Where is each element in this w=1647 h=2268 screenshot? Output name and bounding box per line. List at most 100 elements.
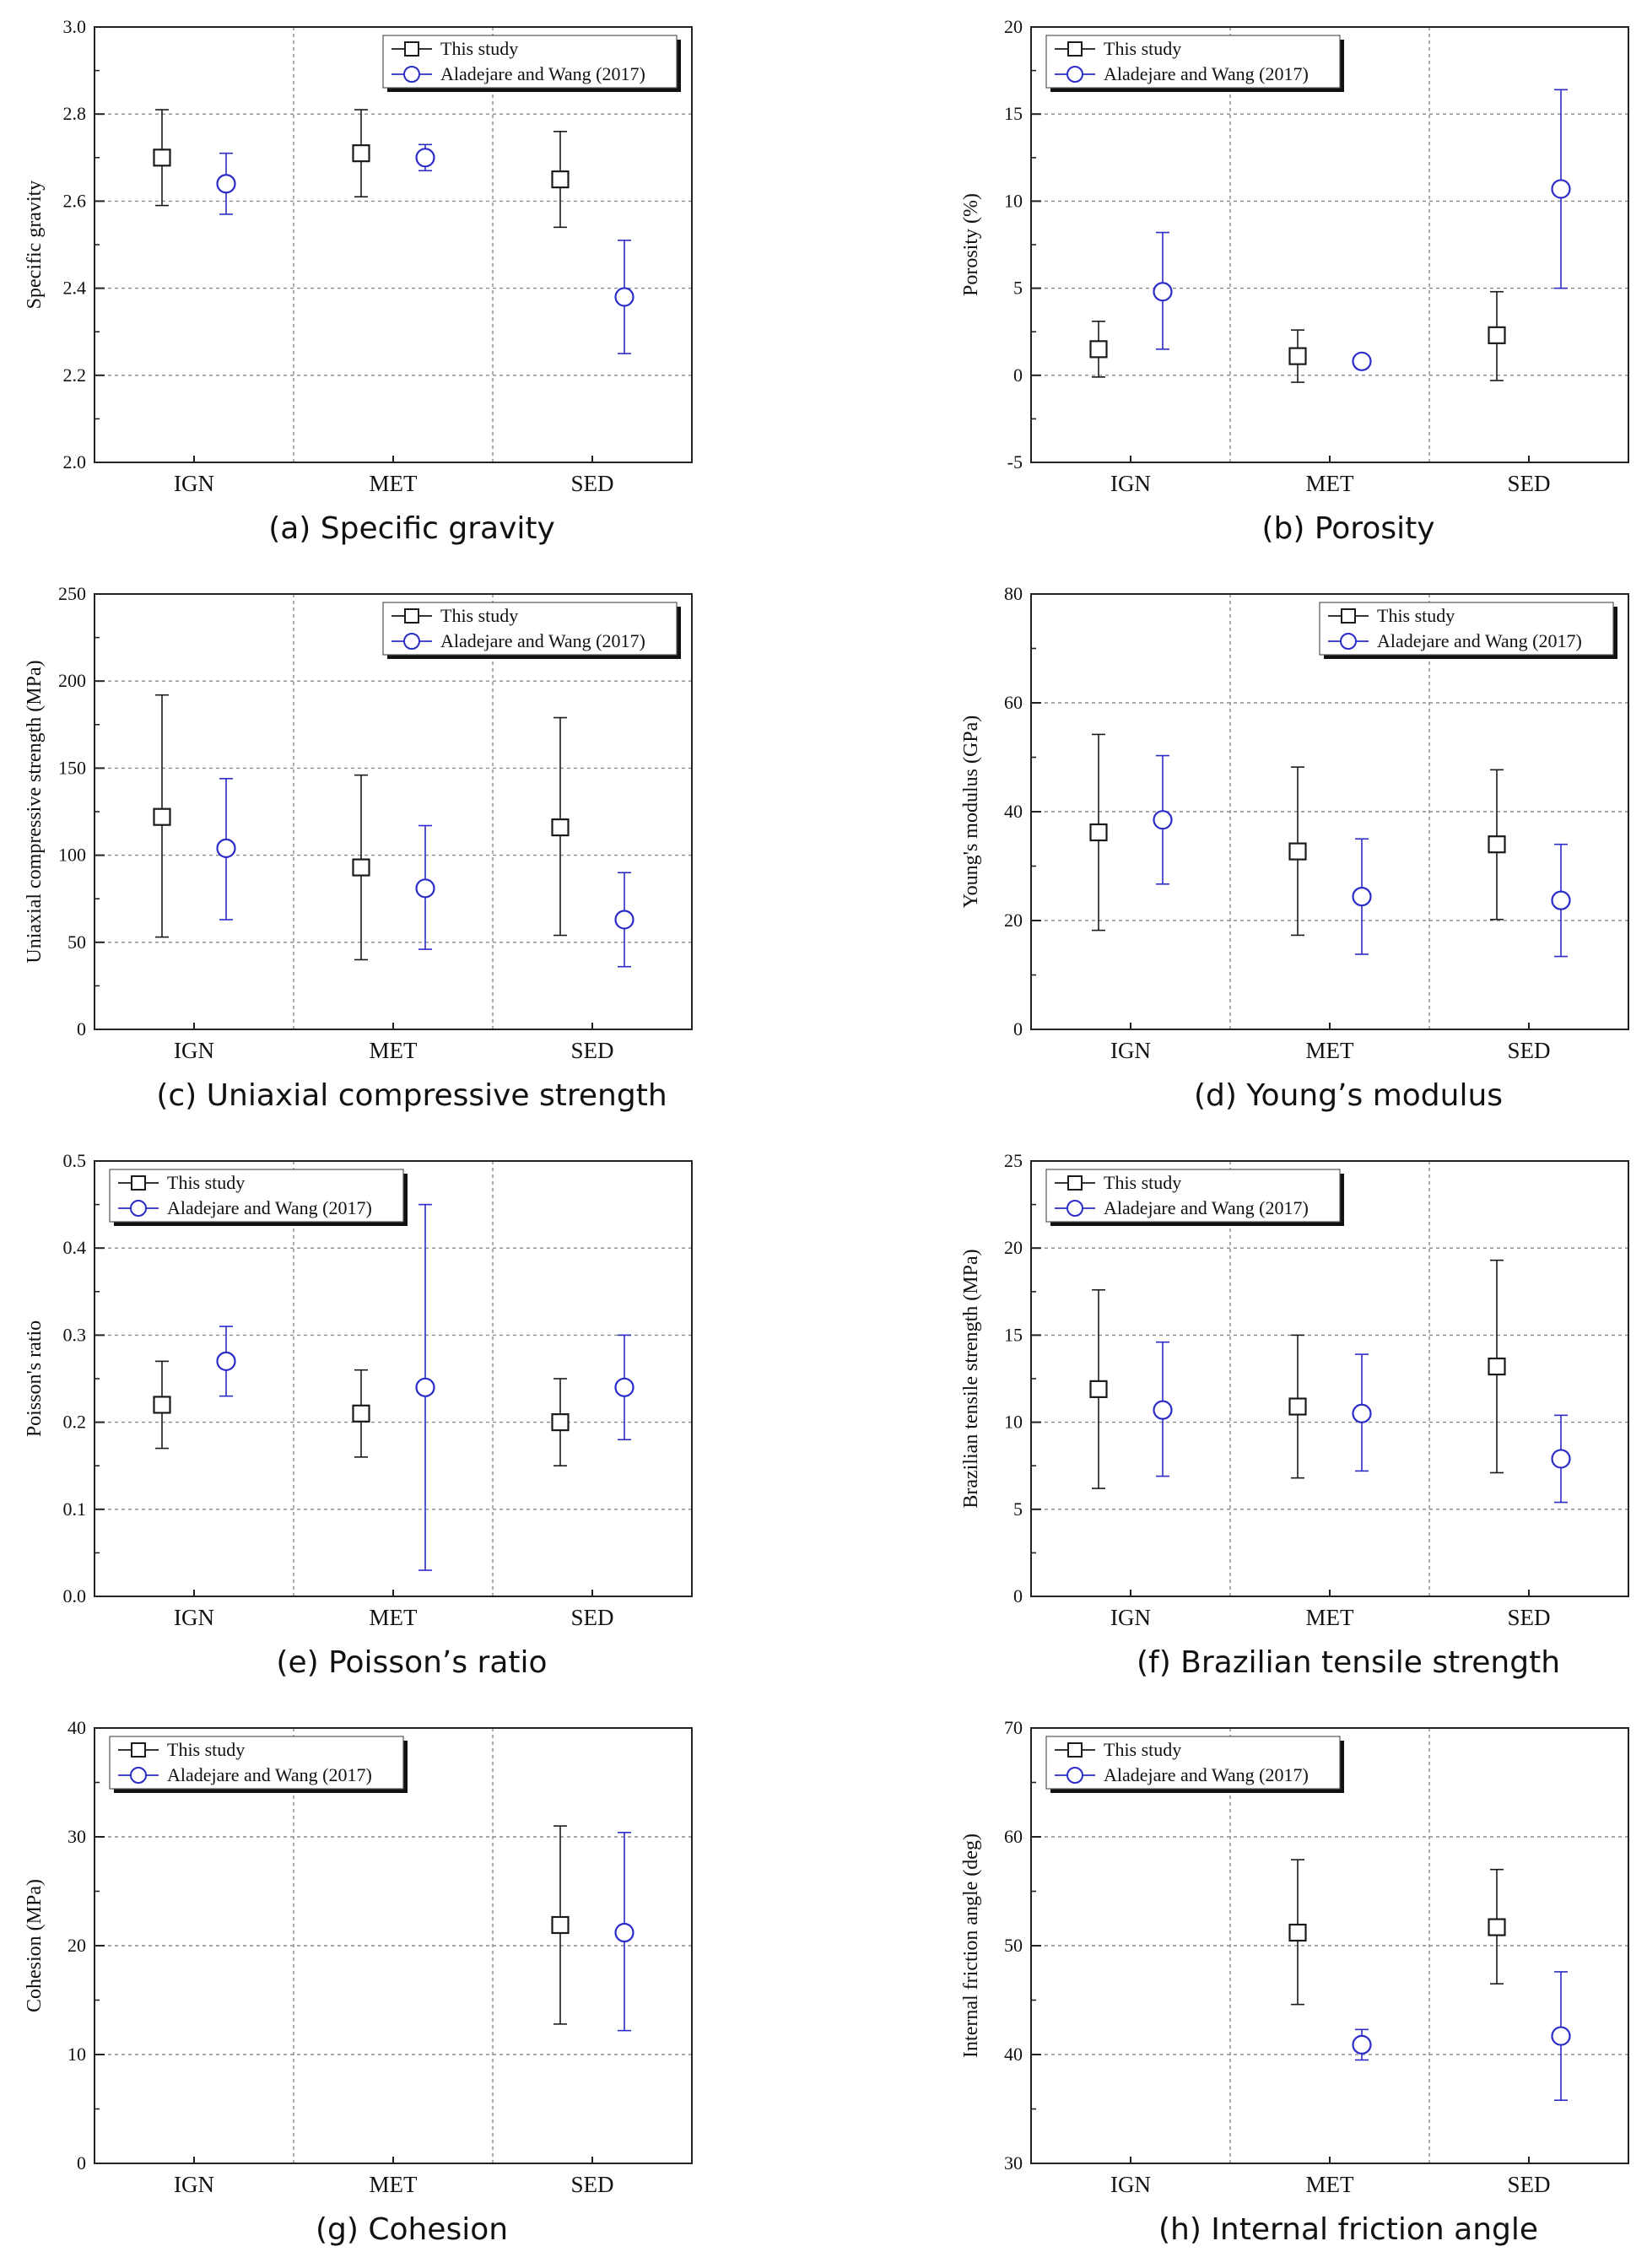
y-tick-label: 3.0	[63, 16, 87, 37]
data-point-square	[1488, 1918, 1506, 1936]
y-tick-label: 2.0	[63, 451, 87, 472]
data-point-square	[352, 858, 370, 877]
y-tick-label: 0	[77, 1018, 86, 1040]
data-point-circle	[1352, 351, 1372, 371]
x-tick-label-ign: IGN	[1110, 1605, 1151, 1630]
y-tick-label: 0.3	[63, 1324, 87, 1345]
chart-panel-cohesion: 0 10 20 30 40 IGN MET SED Cohesion (MPa) This stu…	[0, 1701, 824, 2268]
x-tick-label-met: MET	[370, 1605, 418, 1630]
x-tick-label-ign: IGN	[1110, 471, 1151, 496]
legend-box	[382, 35, 678, 89]
legend-label: This study	[1104, 38, 1181, 59]
legend-marker-circle	[403, 66, 420, 83]
x-tick-label-met: MET	[370, 471, 418, 496]
y-tick-label: 50	[68, 932, 86, 953]
x-tick-label-ign: IGN	[174, 1605, 214, 1630]
x-tick-label-met: MET	[1306, 1038, 1355, 1063]
legend-label: Aladejare and Wang (2017)	[167, 1197, 372, 1218]
x-tick-label-met: MET	[1306, 1605, 1355, 1630]
chart-porosity: -5 0 5 10 15 20 IGN MET SED Porosity (%) This stud…	[960, 16, 1629, 496]
data-point-circle	[1352, 887, 1372, 907]
chart-caption: (f) Brazilian tensile strength	[1136, 1645, 1561, 1680]
y-tick-label: 0	[1013, 1585, 1023, 1606]
legend-box	[1045, 1169, 1341, 1223]
y-tick-label: 20	[1004, 16, 1023, 37]
data-point-circle	[1551, 179, 1571, 199]
y-tick-label: 150	[58, 757, 86, 778]
x-tick-label-sed: SED	[1507, 2172, 1550, 2197]
chart-cohesion: 0 10 20 30 40 IGN MET SED Cohesion (MPa) This stu…	[24, 1717, 693, 2197]
legend: This study Aladejare and Wang (2017)	[382, 35, 681, 92]
y-axis-title: Brazilian tensile strength (MPa)	[960, 1249, 982, 1508]
legend-item: Aladejare and Wang (2017)	[1328, 630, 1582, 651]
legend-label: Aladejare and Wang (2017)	[1377, 630, 1582, 651]
data-point-square	[1089, 823, 1108, 842]
legend-box	[1045, 35, 1341, 89]
y-axis-title: Specific gravity	[24, 181, 46, 310]
legend: This study Aladejare and Wang (2017)	[1045, 35, 1344, 92]
x-tick-label-sed: SED	[1507, 1605, 1550, 1630]
series-aladejare-wang	[614, 1832, 634, 2032]
y-tick-label: 20	[68, 1935, 86, 1956]
series-this-study	[1089, 1259, 1506, 1489]
legend-box	[109, 1169, 404, 1223]
chart-friction-angle: 30 40 50 60 70 IGN MET SED Internal friction ang…	[960, 1717, 1629, 2197]
y-tick-label: 30	[68, 1826, 86, 1847]
legend-marker-circle	[1340, 633, 1357, 650]
x-tick-label-sed: SED	[570, 1605, 613, 1630]
y-tick-label: 5	[1013, 278, 1023, 299]
legend-marker-circle	[130, 1767, 147, 1784]
x-tick-label-ign: IGN	[1110, 2172, 1151, 2197]
data-point-circle	[1153, 282, 1173, 302]
legend: This study Aladejare and Wang (2017)	[1319, 602, 1617, 659]
series-this-study	[153, 694, 570, 961]
y-tick-label: 5	[1013, 1498, 1023, 1520]
legend-marker-square	[1067, 1742, 1083, 1758]
x-tick-label-ign: IGN	[174, 1038, 214, 1063]
chart-specific-gravity: 2.0 2.2 2.4 2.6 2.8 3.0 IGN MET SED Specific grav…	[24, 16, 693, 496]
x-tick-label-ign: IGN	[174, 2172, 214, 2197]
data-point-square	[551, 170, 570, 189]
y-tick-label: 2.6	[63, 190, 87, 211]
y-tick-label: 15	[1004, 1324, 1023, 1345]
legend-box	[109, 1736, 404, 1790]
y-tick-label: 250	[58, 583, 86, 604]
y-axis-title: Porosity (%)	[960, 193, 982, 296]
data-point-square	[153, 148, 171, 167]
y-tick-label: 40	[68, 1717, 86, 1738]
series-aladejare-wang	[1153, 754, 1571, 958]
y-axis-title: Uniaxial compressive strength (MPa)	[24, 660, 46, 963]
plot-frame	[94, 26, 693, 463]
series-aladejare-wang	[1153, 89, 1571, 371]
data-point-circle	[216, 838, 236, 858]
legend-item: Aladejare and Wang (2017)	[1055, 1764, 1309, 1785]
y-tick-label: 40	[1004, 2044, 1023, 2065]
y-tick-label: 20	[1004, 910, 1023, 931]
series-aladejare-wang	[216, 1203, 634, 1571]
plot-frame	[1030, 26, 1629, 463]
legend-label: This study	[1104, 1739, 1181, 1760]
chart-caption: (b) Porosity	[1261, 511, 1435, 546]
legend: This study Aladejare and Wang (2017)	[1045, 1736, 1344, 1793]
data-point-circle	[415, 1377, 435, 1397]
x-tick-label-sed: SED	[570, 1038, 613, 1063]
x-tick-label-met: MET	[1306, 2172, 1355, 2197]
legend-label: This study	[167, 1739, 245, 1760]
y-tick-label: 100	[58, 845, 86, 866]
legend-item: Aladejare and Wang (2017)	[1055, 63, 1309, 84]
y-tick-label: 0.2	[63, 1412, 87, 1433]
chart-youngs-modulus: 0 20 40 60 80 IGN MET SED Young's modulus (GPa) T…	[960, 583, 1629, 1063]
x-tick-label-sed: SED	[1507, 1038, 1550, 1063]
y-tick-label: 15	[1004, 103, 1023, 124]
data-point-square	[1288, 842, 1307, 861]
y-tick-label: 0.1	[63, 1498, 87, 1520]
x-tick-label-ign: IGN	[1110, 1038, 1151, 1063]
data-point-square	[352, 1404, 370, 1423]
legend-label: This study	[167, 1172, 245, 1193]
plot-frame	[94, 593, 693, 1030]
legend-marker-square	[1067, 1175, 1083, 1191]
y-tick-label: 30	[1004, 2152, 1023, 2174]
chart-panel-poissons-ratio: 0.0 0.1 0.2 0.3 0.4 0.5 IGN MET SED Poisson's rat…	[0, 1134, 824, 1701]
series-aladejare-wang	[1153, 1341, 1571, 1504]
legend-box	[1319, 602, 1614, 656]
